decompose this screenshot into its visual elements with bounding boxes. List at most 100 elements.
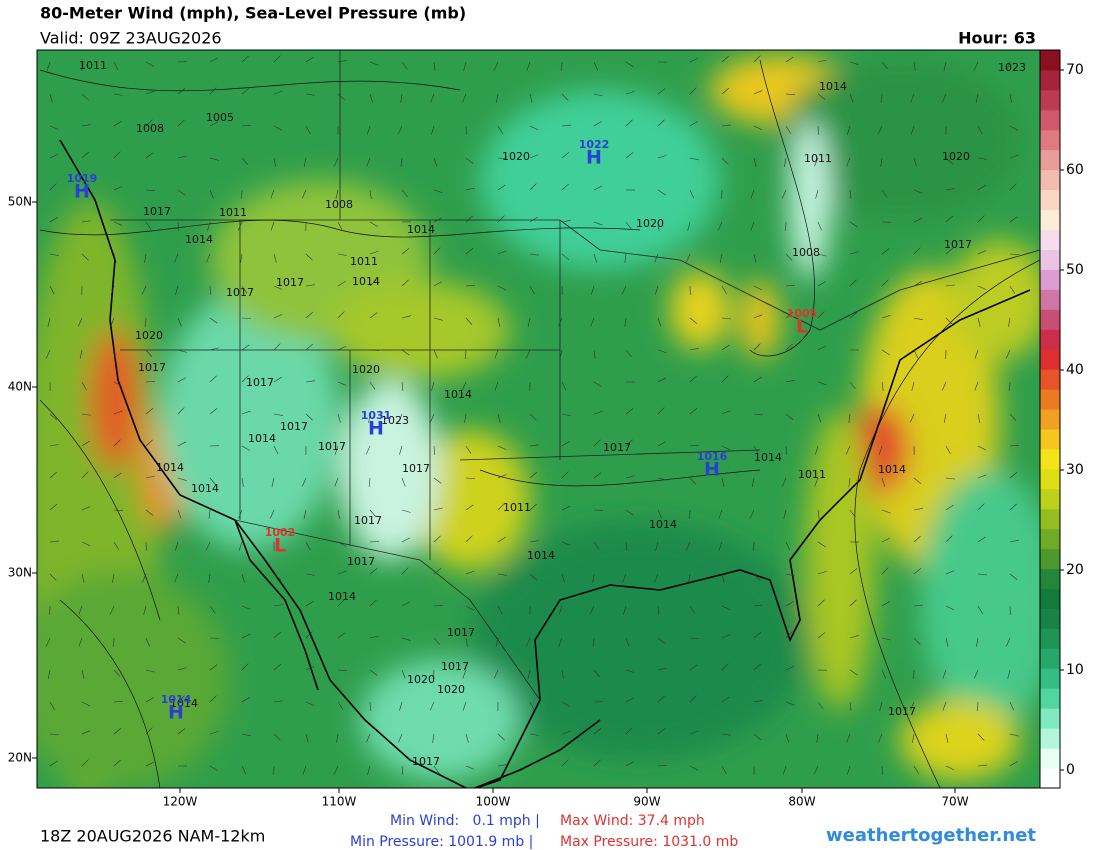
colorbar-label: 30 bbox=[1066, 462, 1084, 478]
wind-barb bbox=[113, 253, 117, 263]
wind-barb bbox=[751, 477, 755, 487]
wind-barb bbox=[337, 253, 347, 256]
model-run: 18Z 20AUG2026 NAM-12km bbox=[40, 827, 265, 846]
wind-barb bbox=[497, 503, 505, 511]
wind-barb bbox=[529, 285, 535, 294]
wind-barb bbox=[113, 439, 121, 447]
wind-barb bbox=[81, 151, 89, 159]
wind-barb bbox=[144, 317, 147, 327]
wind-barb bbox=[561, 730, 571, 735]
wind-barb bbox=[881, 189, 888, 198]
wind-barb bbox=[881, 248, 890, 255]
wind-barb bbox=[561, 220, 571, 223]
wind-barb bbox=[1009, 413, 1017, 421]
wind-barb bbox=[465, 637, 468, 647]
wind-barb bbox=[81, 759, 89, 767]
coastlines bbox=[59, 139, 1031, 788]
isobar-label: 1020 bbox=[352, 363, 380, 376]
wind-barb bbox=[910, 701, 915, 711]
wind-barb bbox=[913, 477, 922, 485]
wind-barb bbox=[463, 61, 467, 71]
wind-barb bbox=[526, 349, 531, 359]
wind-barb bbox=[848, 413, 851, 423]
wind-barb bbox=[814, 477, 819, 487]
wind-barb bbox=[464, 413, 467, 423]
wind-barb bbox=[977, 157, 987, 160]
wind-barb bbox=[558, 317, 563, 327]
wind-barb bbox=[177, 605, 180, 615]
wind-barb bbox=[465, 605, 475, 611]
wind-barb bbox=[337, 541, 347, 547]
wind-barb bbox=[785, 573, 795, 577]
wind-barb bbox=[975, 637, 979, 647]
wind-barb bbox=[110, 605, 115, 615]
wind-barb bbox=[497, 250, 507, 255]
wind-barb bbox=[977, 605, 983, 614]
wind-barb bbox=[432, 733, 435, 743]
wind-barb bbox=[110, 317, 115, 327]
wind-barb bbox=[689, 189, 695, 199]
wind-barb bbox=[78, 317, 83, 327]
colorbar-segment bbox=[1040, 309, 1060, 330]
isobar-label: 1017 bbox=[280, 420, 308, 433]
wind-barb bbox=[592, 637, 595, 647]
wind-barb bbox=[593, 759, 601, 767]
wind-barb bbox=[334, 157, 339, 167]
isobar-label: 1014 bbox=[527, 549, 555, 562]
wind-barb bbox=[302, 477, 307, 487]
wind-barb bbox=[689, 57, 699, 63]
wind-barb bbox=[337, 346, 347, 351]
wind-barb bbox=[337, 280, 346, 287]
wind-barb bbox=[113, 637, 115, 648]
wind-barb bbox=[561, 183, 569, 191]
wind-barb bbox=[913, 247, 921, 255]
wind-barb bbox=[753, 314, 763, 319]
wind-barb bbox=[753, 125, 763, 131]
colorbar-segment bbox=[1040, 428, 1060, 450]
wind-barb bbox=[817, 281, 826, 287]
wind-barb bbox=[369, 312, 378, 319]
wind-barb bbox=[721, 634, 731, 639]
wind-barb bbox=[785, 733, 789, 743]
wind-barb bbox=[145, 221, 152, 230]
wind-barb bbox=[462, 381, 467, 391]
wind-barb bbox=[945, 247, 954, 255]
wind-barb bbox=[785, 379, 795, 383]
wind-barb bbox=[878, 445, 883, 455]
wind-barb bbox=[785, 284, 795, 287]
wind-barb bbox=[49, 413, 58, 421]
wind-barb bbox=[689, 157, 699, 161]
wind-barb bbox=[625, 119, 633, 127]
wind-barb bbox=[337, 509, 340, 519]
wind-barb bbox=[241, 633, 251, 639]
wind-barb bbox=[526, 61, 531, 71]
map-field bbox=[37, 50, 1040, 788]
isobar-label: 1011 bbox=[219, 206, 247, 219]
wind-barb bbox=[750, 509, 755, 519]
wind-barb bbox=[367, 765, 371, 775]
wind-barb bbox=[881, 637, 891, 641]
colorbar-segment bbox=[1040, 628, 1060, 649]
wind-barb bbox=[145, 761, 155, 767]
wind-barb bbox=[399, 701, 403, 711]
wind-barb bbox=[657, 728, 666, 735]
wind-barb bbox=[881, 567, 889, 575]
isobars bbox=[39, 59, 1040, 788]
wind-barb bbox=[977, 317, 981, 327]
isobar-label: 1017 bbox=[246, 376, 274, 389]
colorbar-segment bbox=[1040, 728, 1060, 749]
wind-barb bbox=[785, 311, 794, 319]
wind-barb bbox=[527, 317, 531, 327]
wind-barb bbox=[657, 441, 666, 447]
wind-barb bbox=[431, 125, 435, 135]
wind-barb bbox=[177, 377, 187, 383]
wind-barb bbox=[49, 471, 57, 479]
isobar-label: 1020 bbox=[135, 329, 163, 342]
wind-barb bbox=[561, 381, 567, 391]
colorbar-label: 0 bbox=[1066, 762, 1075, 778]
wind-barb bbox=[305, 666, 315, 671]
wind-barb bbox=[241, 733, 251, 737]
isobar-label: 1014 bbox=[352, 275, 380, 288]
wind-barb bbox=[721, 663, 729, 671]
colorbar-segment bbox=[1040, 528, 1060, 550]
